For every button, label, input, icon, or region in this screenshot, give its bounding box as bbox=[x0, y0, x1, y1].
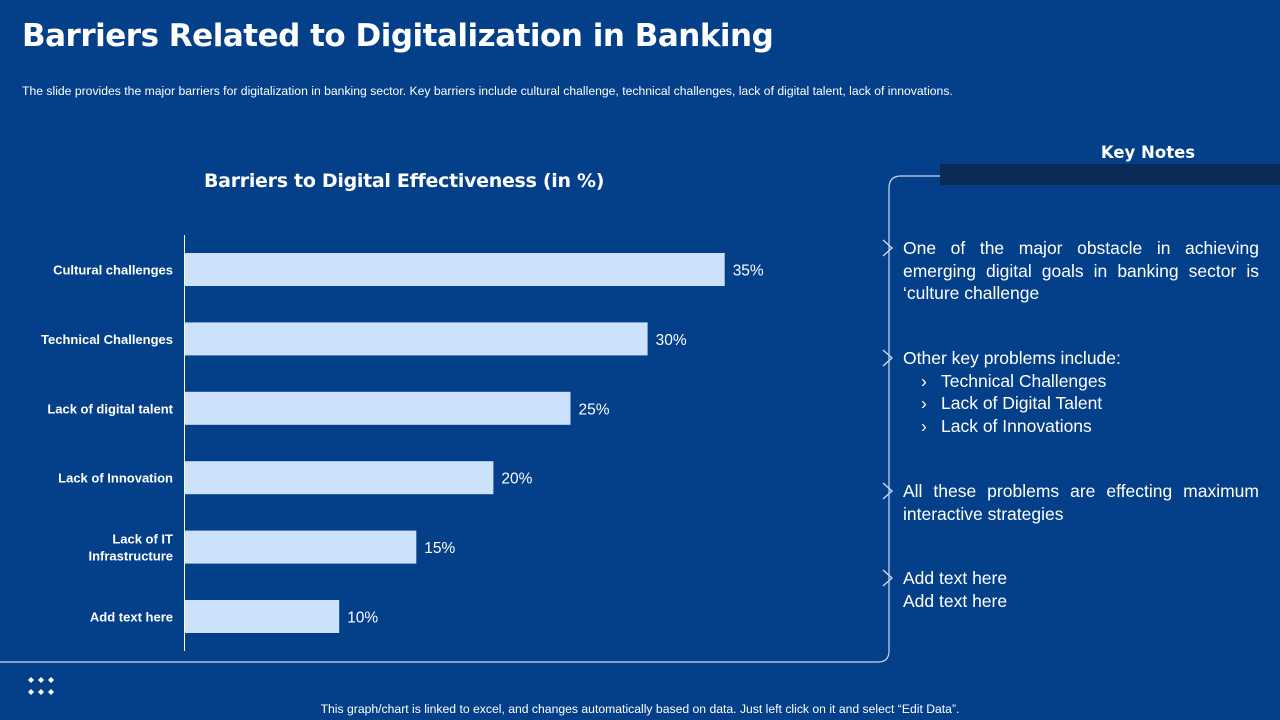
category-label: Technical Challenges bbox=[41, 332, 173, 347]
bar-value-label: 30% bbox=[656, 332, 687, 349]
list-item: Technical Challenges bbox=[921, 370, 1259, 393]
bar-value-label: 10% bbox=[347, 610, 378, 627]
notes-panel-frame bbox=[0, 175, 998, 663]
bar-value-label: 20% bbox=[501, 471, 532, 488]
bar-value-label: 25% bbox=[579, 401, 610, 418]
chevron-right-icon bbox=[882, 569, 894, 587]
key-note-2-intro: Other key problems include: bbox=[903, 348, 1121, 368]
chart-title: Barriers to Digital Effectiveness (in %) bbox=[204, 170, 605, 192]
chevron-right-icon bbox=[882, 482, 894, 500]
bar bbox=[185, 461, 494, 495]
dots-logo-icon bbox=[28, 677, 54, 695]
chevron-right-icon bbox=[882, 349, 894, 367]
footer-note: This graph/chart is linked to excel, and… bbox=[320, 702, 960, 716]
chevron-right-icon bbox=[882, 239, 894, 257]
slide-title: Barriers Related to Digitalization in Ba… bbox=[22, 18, 774, 54]
bar bbox=[185, 253, 725, 286]
key-note-4-line-1: Add text here bbox=[903, 568, 1008, 588]
key-note-4-line-2: Add text here bbox=[903, 590, 1008, 611]
category-label: Add text here bbox=[90, 610, 173, 625]
category-label: Lack of Innovation bbox=[58, 471, 173, 486]
key-notes-banner bbox=[940, 164, 1280, 185]
category-label: Cultural challenges bbox=[53, 263, 173, 278]
bar bbox=[185, 391, 571, 425]
bar bbox=[185, 600, 340, 633]
list-item: Lack of Digital Talent bbox=[921, 392, 1259, 415]
slide-subtitle: The slide provides the major barriers fo… bbox=[22, 84, 953, 98]
bar bbox=[185, 530, 417, 564]
key-note-4: Add text here Add text here bbox=[903, 567, 1259, 612]
bar bbox=[185, 322, 648, 356]
key-note-1: One of the major obstacle in achieving e… bbox=[903, 238, 1259, 303]
bar-value-label: 35% bbox=[733, 263, 764, 280]
key-note-2: Other key problems include: Technical Ch… bbox=[903, 347, 1259, 437]
category-label: Lack of digital talent bbox=[47, 401, 173, 416]
key-note-2-list: Technical Challenges Lack of Digital Tal… bbox=[903, 370, 1259, 438]
list-item: Lack of Innovations bbox=[921, 415, 1259, 438]
category-label: Lack of IT Infrastructure bbox=[88, 532, 173, 564]
bar-value-label: 15% bbox=[424, 540, 455, 557]
key-note-3: All these problems are effecting maximum… bbox=[903, 481, 1259, 524]
key-notes-heading: Key Notes bbox=[1100, 143, 1196, 162]
